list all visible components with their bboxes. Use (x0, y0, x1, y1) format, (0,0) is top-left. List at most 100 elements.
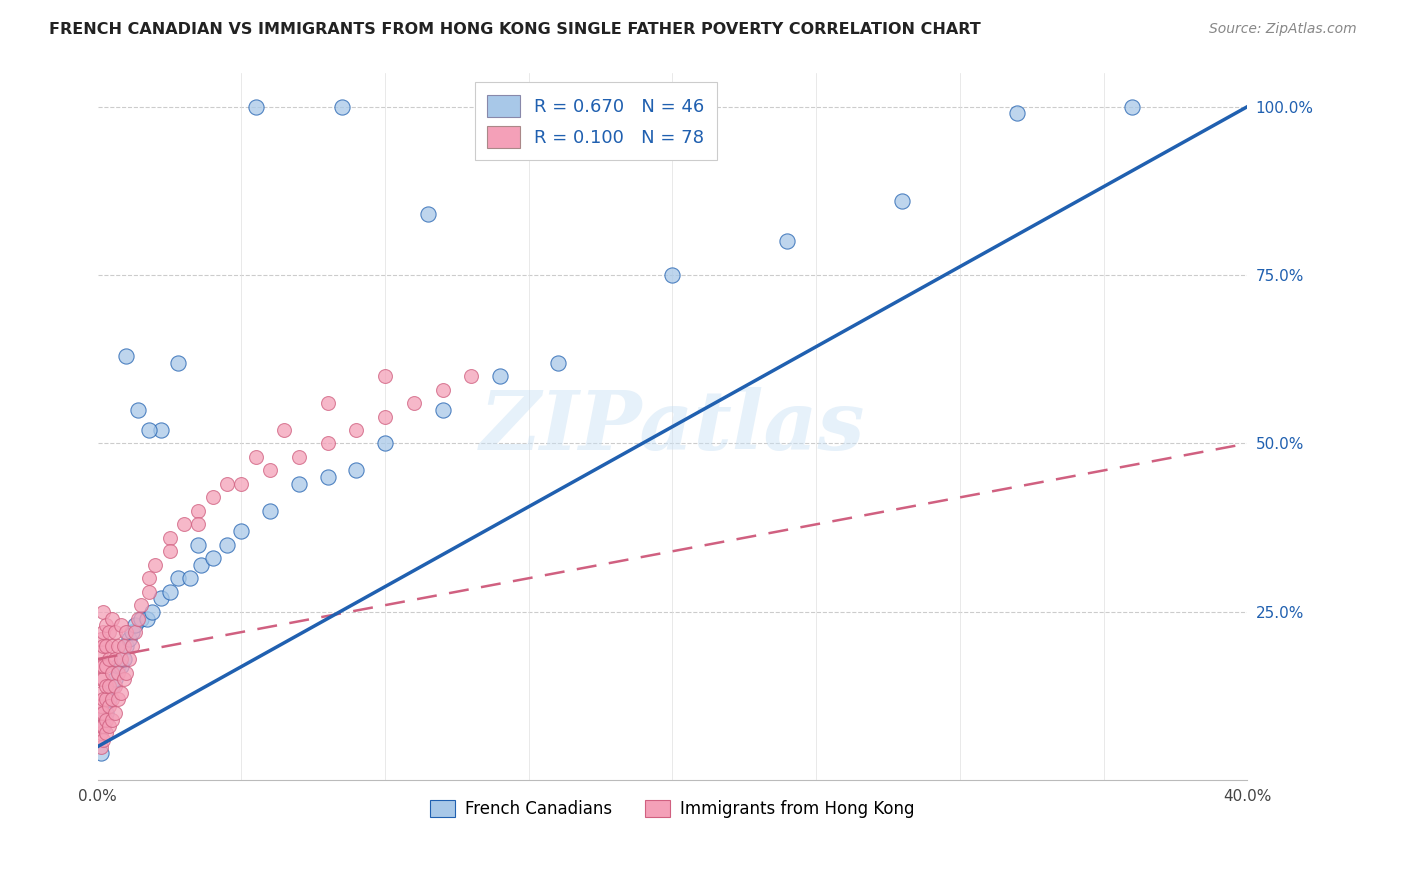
Point (89, 632, 111, 646)
Point (115, 625, 138, 640)
Point (129, 598, 152, 612)
Point (201, 551, 224, 566)
Point (187, 504, 209, 518)
Point (96, 726, 118, 740)
Legend: French Canadians, Immigrants from Hong Kong: French Canadians, Immigrants from Hong K… (423, 794, 922, 825)
Point (138, 423, 160, 437)
Point (101, 713, 124, 727)
Point (115, 349, 138, 363)
Point (110, 652, 132, 666)
Point (112, 672, 135, 686)
Point (245, 100, 267, 114)
Point (316, 436, 339, 450)
Point (104, 672, 127, 686)
Point (104, 706, 127, 720)
Point (93, 706, 115, 720)
Point (96, 713, 118, 727)
Point (127, 612, 149, 626)
Point (374, 369, 396, 384)
Point (489, 369, 512, 384)
Point (159, 544, 181, 558)
Point (118, 632, 141, 646)
Point (101, 692, 124, 706)
Point (891, 194, 914, 208)
Text: Source: ZipAtlas.com: Source: ZipAtlas.com (1209, 22, 1357, 37)
Point (107, 658, 129, 673)
Point (288, 476, 311, 491)
Point (316, 396, 339, 410)
Point (374, 409, 396, 424)
Point (316, 470, 339, 484)
Point (167, 571, 190, 585)
Point (330, 100, 353, 114)
Point (167, 356, 190, 370)
Point (104, 652, 127, 666)
Point (231, 476, 253, 491)
Point (104, 625, 127, 640)
Point (259, 504, 281, 518)
Text: ZIPatlas: ZIPatlas (479, 386, 865, 467)
Point (124, 618, 146, 632)
Point (89, 699, 111, 714)
Point (159, 584, 181, 599)
Point (201, 491, 224, 505)
Point (344, 423, 367, 437)
Point (89, 645, 111, 659)
Point (344, 463, 367, 477)
Point (101, 679, 124, 693)
Point (112, 652, 135, 666)
Point (460, 369, 482, 384)
Point (101, 639, 124, 653)
Point (112, 639, 135, 653)
Point (231, 524, 253, 538)
Point (96, 618, 118, 632)
Point (1007, 106, 1029, 120)
Point (259, 463, 281, 477)
Point (98, 679, 121, 693)
Point (179, 571, 201, 585)
Point (138, 584, 160, 599)
Point (245, 450, 267, 464)
Point (89, 658, 111, 673)
Point (110, 618, 132, 632)
Point (215, 476, 238, 491)
Point (121, 639, 143, 653)
Point (93, 672, 115, 686)
Point (89, 706, 111, 720)
Point (89, 739, 111, 754)
Point (101, 665, 124, 680)
Point (374, 436, 396, 450)
Point (89, 719, 111, 733)
Point (89, 726, 111, 740)
Point (89, 686, 111, 700)
Point (93, 625, 115, 640)
Point (98, 652, 121, 666)
Point (187, 517, 209, 532)
Point (288, 450, 311, 464)
Point (115, 639, 138, 653)
Point (96, 706, 118, 720)
Point (93, 732, 115, 747)
Point (402, 396, 425, 410)
Point (273, 423, 295, 437)
Point (547, 356, 569, 370)
Point (159, 531, 181, 545)
Point (101, 612, 124, 626)
Point (98, 625, 121, 640)
Point (93, 639, 115, 653)
Point (93, 605, 115, 619)
Point (98, 699, 121, 714)
Point (190, 558, 212, 572)
Point (110, 658, 132, 673)
Point (124, 625, 146, 640)
Point (93, 719, 115, 733)
Point (110, 686, 132, 700)
Point (93, 719, 115, 733)
Point (89, 747, 111, 761)
Point (418, 207, 440, 221)
Point (173, 517, 195, 532)
Point (98, 692, 121, 706)
Point (776, 235, 799, 249)
Point (141, 605, 163, 619)
Point (187, 537, 209, 551)
